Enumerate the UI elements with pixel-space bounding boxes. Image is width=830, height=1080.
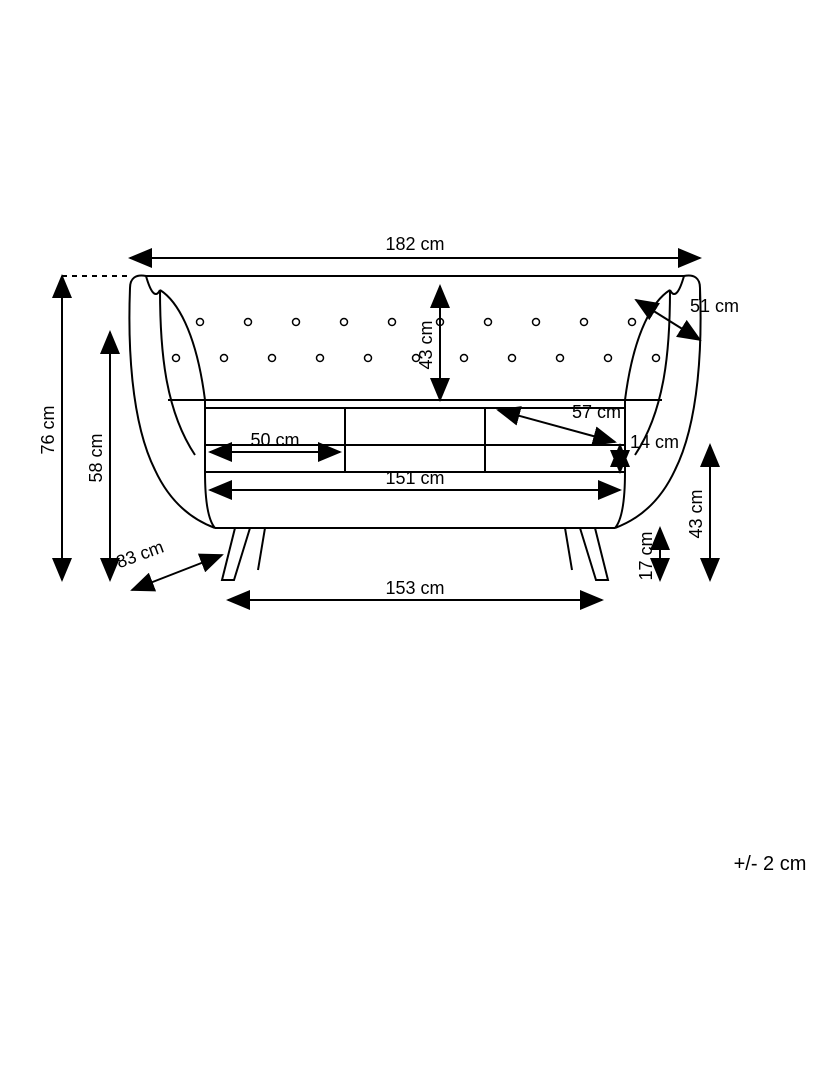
dim-total-height: 76 cm: [38, 405, 58, 454]
tolerance-note: +/- 2 cm: [734, 853, 807, 875]
sofa-dimension-diagram: 182 cm 76 cm 58 cm 43 cm 51 cm 57 cm 50 …: [0, 0, 830, 1080]
sofa-outline: [129, 276, 700, 581]
dim-seat-span: 151 cm: [385, 468, 444, 488]
dim-armrest-depth: 51 cm: [690, 296, 739, 316]
dim-cushion-thickness: 14 cm: [630, 432, 679, 452]
dim-cushion-depth: 57 cm: [572, 402, 621, 422]
dim-seat-back-height: 58 cm: [86, 433, 106, 482]
dim-cushion-width: 50 cm: [250, 430, 299, 450]
dim-total-width: 182 cm: [385, 234, 444, 254]
dim-base-width: 153 cm: [385, 578, 444, 598]
dim-seat-height: 43 cm: [686, 489, 706, 538]
dim-leg-height: 17 cm: [636, 531, 656, 580]
dim-depth: 83 cm: [113, 537, 166, 573]
dim-backrest-height: 43 cm: [416, 320, 436, 369]
